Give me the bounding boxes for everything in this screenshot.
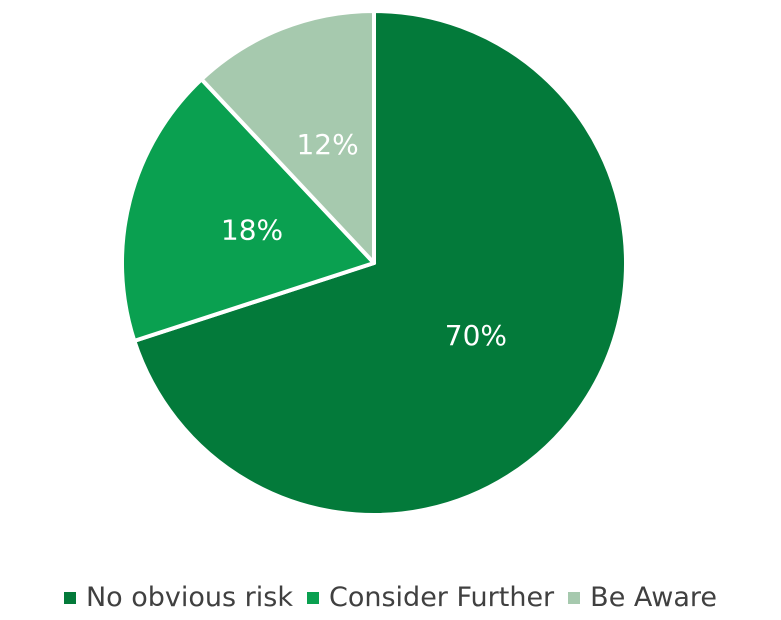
slice-label-be-aware: 12%	[296, 128, 358, 161]
pie-plot-area: 70% 18% 12%	[120, 9, 628, 517]
pie-slice-labels: 70% 18% 12%	[221, 128, 507, 352]
slice-label-no-obvious-risk: 70%	[445, 319, 507, 352]
legend-swatch-be-aware	[568, 591, 581, 604]
legend-swatch-consider-further	[307, 591, 319, 604]
pie-slice-no-obvious-risk[interactable]	[132, 9, 628, 517]
pie-slice-be-aware[interactable]	[199, 9, 376, 265]
legend-item-be-aware[interactable]: Be Aware	[568, 582, 717, 613]
legend-label-consider-further: Consider Further	[329, 582, 555, 613]
slice-label-consider-further: 18%	[221, 214, 283, 247]
pie-slices	[120, 9, 628, 517]
legend: No obvious risk Consider Further Be Awar…	[0, 582, 781, 613]
legend-swatch-no-obvious-risk	[63, 591, 76, 604]
legend-item-no-obvious-risk[interactable]: No obvious risk	[63, 582, 293, 613]
legend-label-no-obvious-risk: No obvious risk	[85, 582, 293, 613]
pie-slice-consider-further[interactable]	[120, 77, 376, 343]
legend-label-be-aware: Be Aware	[590, 582, 718, 613]
legend-item-consider-further[interactable]: Consider Further	[307, 582, 554, 613]
